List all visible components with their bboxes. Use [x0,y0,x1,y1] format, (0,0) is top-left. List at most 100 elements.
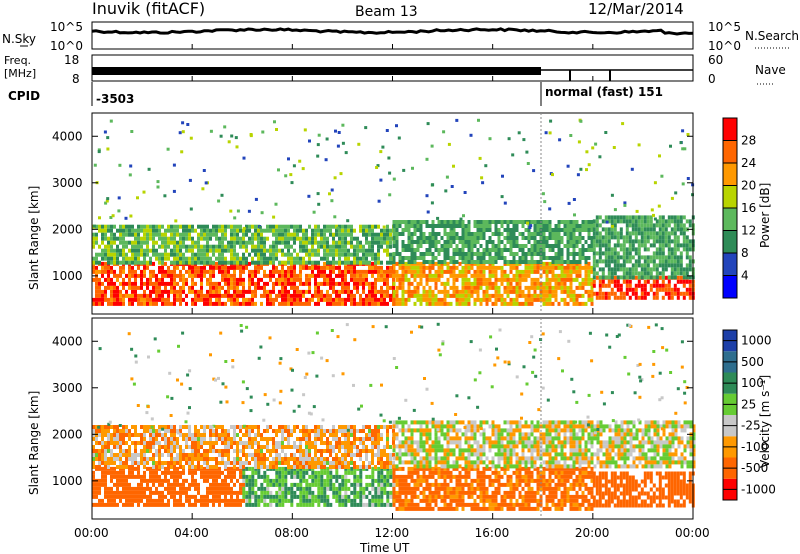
heatmap-cell [395,220,399,224]
heatmap-cell [455,293,459,298]
heatmap-cell [326,256,329,261]
heatmap-cell [619,215,623,220]
heatmap-cell [507,137,511,141]
heatmap-cell [92,425,95,429]
heatmap-cell [685,243,689,248]
heatmap-cell [215,228,218,233]
heatmap-cell [137,248,140,253]
heatmap-cell [107,256,110,261]
heatmap-cell [143,449,146,453]
heatmap-cell [110,486,113,491]
heatmap-cell [661,267,665,272]
heatmap-cell [147,167,151,171]
heatmap-cell [260,465,263,469]
heatmap-cell [479,265,483,270]
heatmap-cell [302,502,306,507]
heatmap-cell [613,247,617,252]
heatmap-cell [353,470,357,475]
heatmap-cell [293,293,296,298]
heatmap-cell [545,289,549,294]
heatmap-cell [137,244,140,249]
heatmap-cell [182,228,185,233]
heatmap-cell [161,502,164,507]
heatmap-cell [332,252,335,257]
heatmap-cell [299,277,302,282]
heatmap-cell [308,240,311,245]
heatmap-cell [251,490,255,495]
heatmap-cell [203,273,206,278]
heatmap-cell [437,301,441,306]
heatmap-cell [383,490,387,495]
heatmap-cell [140,293,143,298]
heatmap-cell [242,269,245,274]
heatmap-cell [263,289,266,294]
heatmap-cell [521,289,525,294]
heatmap-cell [98,429,101,433]
heatmap-cell [350,297,353,302]
heatmap-cell [328,192,331,196]
heatmap-cell [106,136,110,140]
heatmap-cell [197,486,200,491]
heatmap-cell [587,269,591,274]
heatmap-cell [302,474,306,479]
heatmap-cell [143,502,146,507]
heatmap-cell [317,486,321,491]
heatmap-cell [170,470,173,475]
heatmap-cell [446,301,450,306]
heatmap-cell [146,482,149,487]
heatmap-cell [368,252,371,257]
heatmap-cell [233,244,236,249]
heatmap-cell [158,494,161,499]
heatmap-cell [137,465,140,469]
heatmap-cell [101,301,104,306]
heatmap-cell [242,441,245,445]
heatmap-cell [155,453,158,457]
heatmap-cell [353,301,356,306]
heatmap-cell [335,273,338,278]
heatmap-cell [338,228,341,233]
heatmap-cell [362,273,365,278]
heatmap-cell [578,240,582,244]
heatmap-cell [146,494,149,499]
heatmap-cell [179,224,182,229]
heatmap-cell [212,248,215,253]
heatmap-cell [128,301,131,306]
heatmap-cell [92,470,95,475]
heatmap-cell [560,240,564,244]
heatmap-cell [329,232,332,237]
heatmap-cell [98,297,101,302]
heatmap-cell [155,277,158,282]
heatmap-cell [263,470,267,475]
heatmap-cell [125,293,128,298]
heatmap-cell [530,244,534,248]
heatmap-cell [104,461,107,465]
heatmap-cell [590,236,594,240]
heatmap-cell [260,260,263,265]
heatmap-cell [92,490,95,495]
heatmap-cell [200,297,203,302]
heatmap-cell [652,267,656,272]
heatmap-cell [117,196,121,200]
heatmap-cell [131,502,134,507]
heatmap-cell [257,502,261,507]
heatmap-cell [341,482,345,487]
heatmap-cell [203,269,206,274]
heatmap-cell [371,261,374,266]
heatmap-cell [356,482,360,487]
heatmap-cell [272,461,275,465]
heatmap-cell [590,285,594,290]
heatmap-cell [191,449,194,453]
heatmap-cell [257,453,260,457]
heatmap-cell [278,429,281,433]
heatmap-cell [215,437,218,441]
heatmap-cell [248,461,251,465]
heatmap-cell [95,429,98,433]
heatmap-cell [467,260,471,264]
heatmap-cell [667,235,671,240]
heatmap-cell [167,490,170,495]
heatmap-cell [239,224,242,229]
heatmap-cell [575,240,579,244]
heatmap-cell [332,297,335,302]
heatmap-cell [212,470,215,475]
heatmap-cell [110,474,113,479]
